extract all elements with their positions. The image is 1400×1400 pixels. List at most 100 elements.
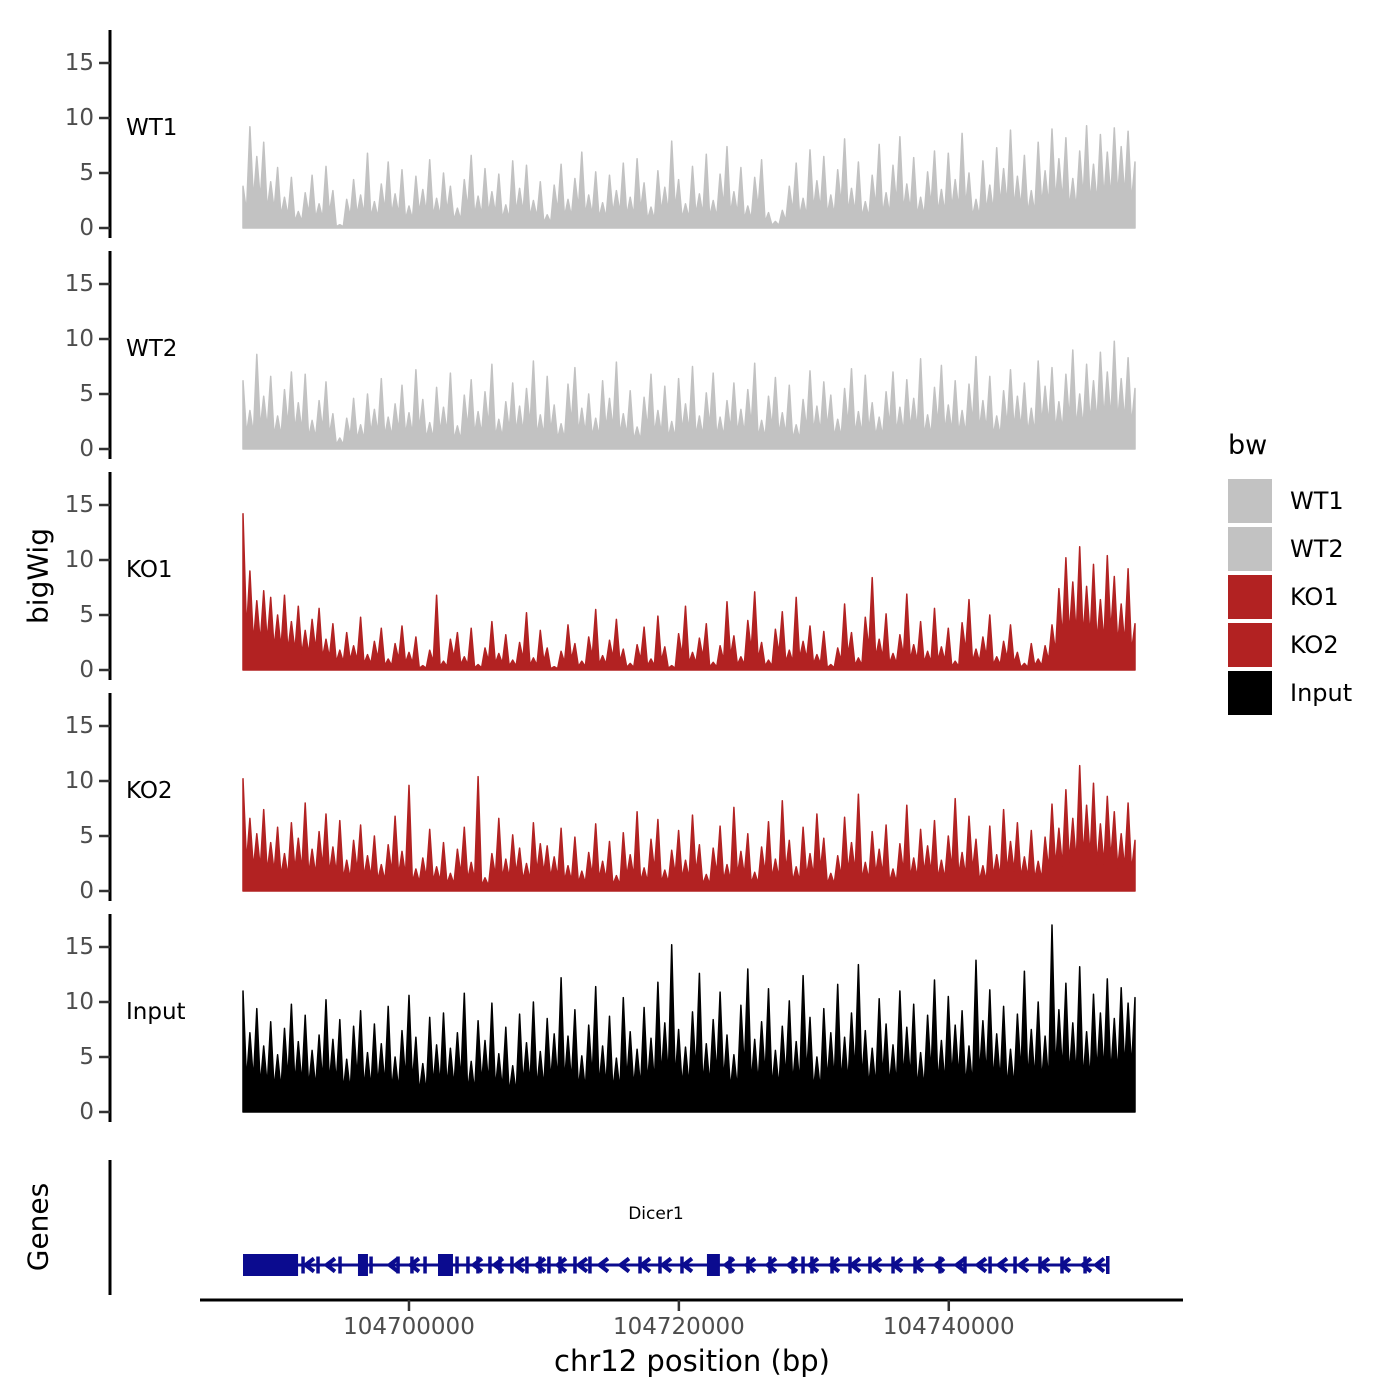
x-tick-label: 104740000 xyxy=(882,1314,1015,1340)
y-tick-label: 5 xyxy=(79,1044,94,1070)
gene-strand-arrow-left xyxy=(743,1256,757,1274)
gene-strand-arrow-left xyxy=(533,1256,547,1274)
y-tick-label: 10 xyxy=(64,326,94,352)
gene-strand-arrow-left xyxy=(911,1256,925,1274)
x-tick-label: 104700000 xyxy=(343,1314,475,1340)
track-label-wt2: WT2 xyxy=(126,336,178,362)
gene-exon-box xyxy=(357,1254,368,1276)
y-tick-label: 10 xyxy=(64,547,94,573)
gene-strand-arrow-left xyxy=(323,1256,337,1274)
gene-strand-arrow-left xyxy=(470,1256,484,1274)
legend-swatch-input xyxy=(1228,671,1272,715)
x-axis-title: chr12 position (bp) xyxy=(554,1344,830,1378)
y-tick-label: 10 xyxy=(64,768,94,794)
legend: bw WT1 WT2 KO1 KO2 Input xyxy=(1228,430,1352,717)
gene-name-label: Dicer1 xyxy=(628,1204,684,1224)
gene-strand-arrow-left xyxy=(806,1256,820,1274)
gene-strand-arrow-left xyxy=(953,1256,967,1274)
y-tick-label: 15 xyxy=(64,492,94,518)
gene-exon-tick xyxy=(455,1256,459,1274)
y-tick-label: 10 xyxy=(64,105,94,131)
gene-exon-tick xyxy=(547,1256,551,1274)
track-area-input xyxy=(242,924,1136,1113)
y-tick-label: 0 xyxy=(79,878,94,904)
gene-strand-arrow-left xyxy=(680,1256,694,1274)
gene-strand-arrow-left xyxy=(1016,1256,1030,1274)
y-tick-label: 5 xyxy=(79,602,94,628)
gene-exon-tick xyxy=(423,1256,427,1274)
track-label-input: Input xyxy=(126,999,186,1025)
gene-strand-arrow-left xyxy=(659,1256,673,1274)
legend-label: KO2 xyxy=(1290,631,1339,659)
gene-strand-arrow-left xyxy=(785,1256,799,1274)
gene-strand-arrow-left xyxy=(1092,1256,1106,1274)
gene-exon-tick xyxy=(316,1256,320,1274)
gene-strand-arrow-left xyxy=(869,1256,883,1274)
y-tick-label: 15 xyxy=(64,271,94,297)
gene-strand-arrow-left xyxy=(512,1256,526,1274)
gene-exon-tick xyxy=(791,1256,795,1274)
gene-strand-arrow-left xyxy=(1058,1256,1072,1274)
gene-exon-box xyxy=(243,1254,299,1276)
y-tick-label: 0 xyxy=(79,436,94,462)
legend-swatch-ko1 xyxy=(1228,575,1272,619)
y-tick-label: 5 xyxy=(79,160,94,186)
gene-strand-arrow-left xyxy=(1079,1256,1093,1274)
gene-exon-tick xyxy=(369,1256,373,1274)
gene-strand-arrow-left xyxy=(848,1256,862,1274)
track-area-ko1 xyxy=(242,513,1136,671)
gene-exon-tick xyxy=(573,1256,577,1274)
track-label-ko2: KO2 xyxy=(126,778,173,804)
y-tick-label: 0 xyxy=(79,1099,94,1125)
track-label-wt1: WT1 xyxy=(126,115,178,141)
y-tick-label: 15 xyxy=(64,934,94,960)
gene-end-bar xyxy=(1106,1256,1110,1274)
gene-exon-tick xyxy=(510,1256,514,1274)
gene-strand-arrow-left xyxy=(974,1256,988,1274)
gene-exon-tick xyxy=(988,1256,992,1274)
legend-label: KO1 xyxy=(1290,583,1339,611)
track-area-ko2 xyxy=(242,764,1136,892)
gene-strand-arrow-left xyxy=(890,1256,904,1274)
gene-exon-box xyxy=(437,1254,453,1276)
gene-strand-arrow-left xyxy=(764,1256,778,1274)
legend-label: WT1 xyxy=(1290,487,1344,515)
x-tick-label: 104720000 xyxy=(613,1314,745,1340)
legend-label: Input xyxy=(1290,679,1353,707)
gene-exon-tick xyxy=(338,1256,342,1274)
track-area-wt1 xyxy=(242,124,1136,229)
y-axis-label-genes: Genes xyxy=(21,1182,55,1272)
gene-strand-arrow-left xyxy=(575,1256,589,1274)
gene-exon-tick xyxy=(525,1256,529,1274)
legend-entry-ko2: KO2 xyxy=(1228,621,1352,669)
gene-exon-tick xyxy=(488,1256,492,1274)
track-area-wt2 xyxy=(242,340,1136,450)
legend-title: bw xyxy=(1228,430,1268,461)
gene-exon-tick xyxy=(498,1256,502,1274)
legend-swatch-wt1 xyxy=(1228,479,1272,523)
y-tick-label: 5 xyxy=(79,381,94,407)
gene-exon-tick xyxy=(963,1256,967,1274)
gene-exon-tick xyxy=(466,1256,470,1274)
gene-exon-tick xyxy=(588,1256,592,1274)
gene-strand-arrow-left xyxy=(932,1256,946,1274)
y-tick-label: 15 xyxy=(64,713,94,739)
y-tick-label: 15 xyxy=(64,50,94,76)
gene-exon-tick xyxy=(396,1256,400,1274)
legend-entry-wt2: WT2 xyxy=(1228,525,1352,573)
y-tick-label: 0 xyxy=(79,215,94,241)
gene-strand-arrow-left xyxy=(407,1256,421,1274)
gene-exon-tick xyxy=(728,1256,732,1274)
track-label-ko1: KO1 xyxy=(126,557,173,583)
y-tick-label: 10 xyxy=(64,989,94,1015)
gene-strand-arrow-left xyxy=(995,1256,1009,1274)
legend-swatch-wt2 xyxy=(1228,527,1272,571)
gene-strand-arrow-left xyxy=(638,1256,652,1274)
gene-exon-tick xyxy=(538,1256,542,1274)
legend-entries: WT1 WT2 KO1 KO2 Input xyxy=(1228,477,1352,717)
legend-entry-ko1: KO1 xyxy=(1228,573,1352,621)
legend-entry-wt1: WT1 xyxy=(1228,477,1352,525)
gene-strand-arrow-left xyxy=(491,1256,505,1274)
